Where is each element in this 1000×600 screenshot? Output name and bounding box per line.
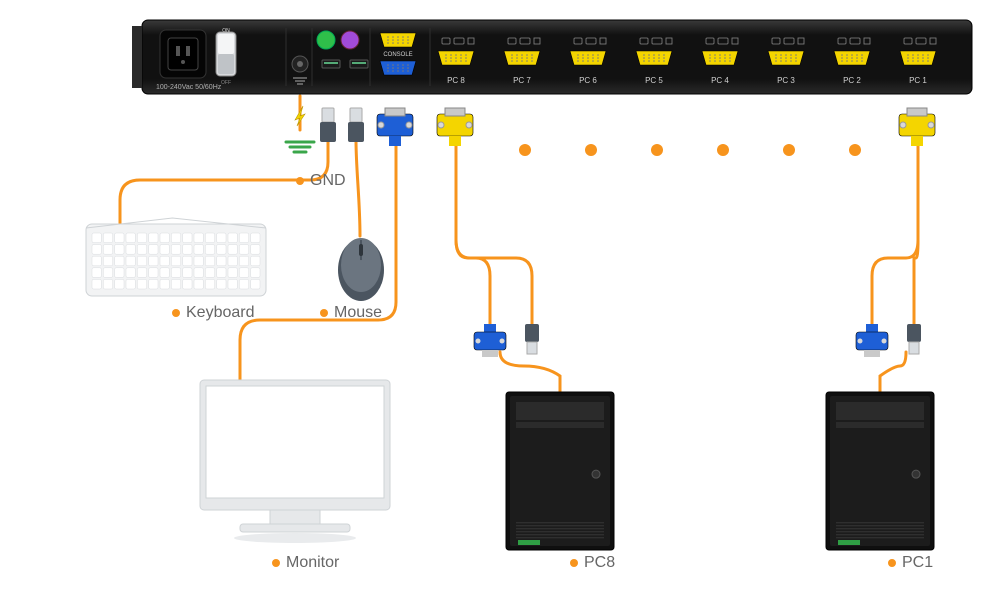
cable bbox=[880, 352, 906, 392]
cable bbox=[356, 140, 360, 236]
cable bbox=[500, 352, 560, 392]
cable bbox=[872, 142, 918, 330]
port-dot bbox=[783, 144, 795, 156]
port-label: PC 5 bbox=[634, 76, 674, 85]
keyboard-label: Keyboard bbox=[172, 304, 255, 322]
diagram-svg: CONSOLE ON OFF bbox=[0, 0, 1000, 600]
port-label: PC 3 bbox=[766, 76, 806, 85]
port-dot bbox=[717, 144, 729, 156]
port-label: PC 1 bbox=[898, 76, 938, 85]
pc1-label: PC1 bbox=[888, 554, 933, 572]
gnd-label: GND bbox=[296, 172, 346, 190]
pc8-label: PC8 bbox=[570, 554, 615, 572]
power-spec-label: 100-240Vac 50/60Hz bbox=[156, 84, 221, 91]
port-dot bbox=[849, 144, 861, 156]
svg-text:ON: ON bbox=[222, 28, 230, 34]
kvm-connection-diagram: CONSOLE ON OFF PC 8 PC 7 PC 6 PC 5 PC 4 PC 3 PC … bbox=[0, 0, 1000, 600]
port-dot bbox=[651, 144, 663, 156]
monitor-label: Monitor bbox=[272, 554, 339, 572]
svg-text:CONSOLE: CONSOLE bbox=[383, 52, 412, 58]
cable bbox=[456, 142, 532, 330]
port-dot bbox=[519, 144, 531, 156]
port-label: PC 2 bbox=[832, 76, 872, 85]
cable bbox=[914, 142, 918, 330]
port-label: PC 8 bbox=[436, 76, 476, 85]
cable bbox=[456, 142, 490, 330]
port-dot bbox=[585, 144, 597, 156]
mouse-label: Mouse bbox=[320, 304, 382, 322]
port-label: PC 7 bbox=[502, 76, 542, 85]
port-label: PC 6 bbox=[568, 76, 608, 85]
svg-text:OFF: OFF bbox=[221, 80, 231, 86]
port-label: PC 4 bbox=[700, 76, 740, 85]
